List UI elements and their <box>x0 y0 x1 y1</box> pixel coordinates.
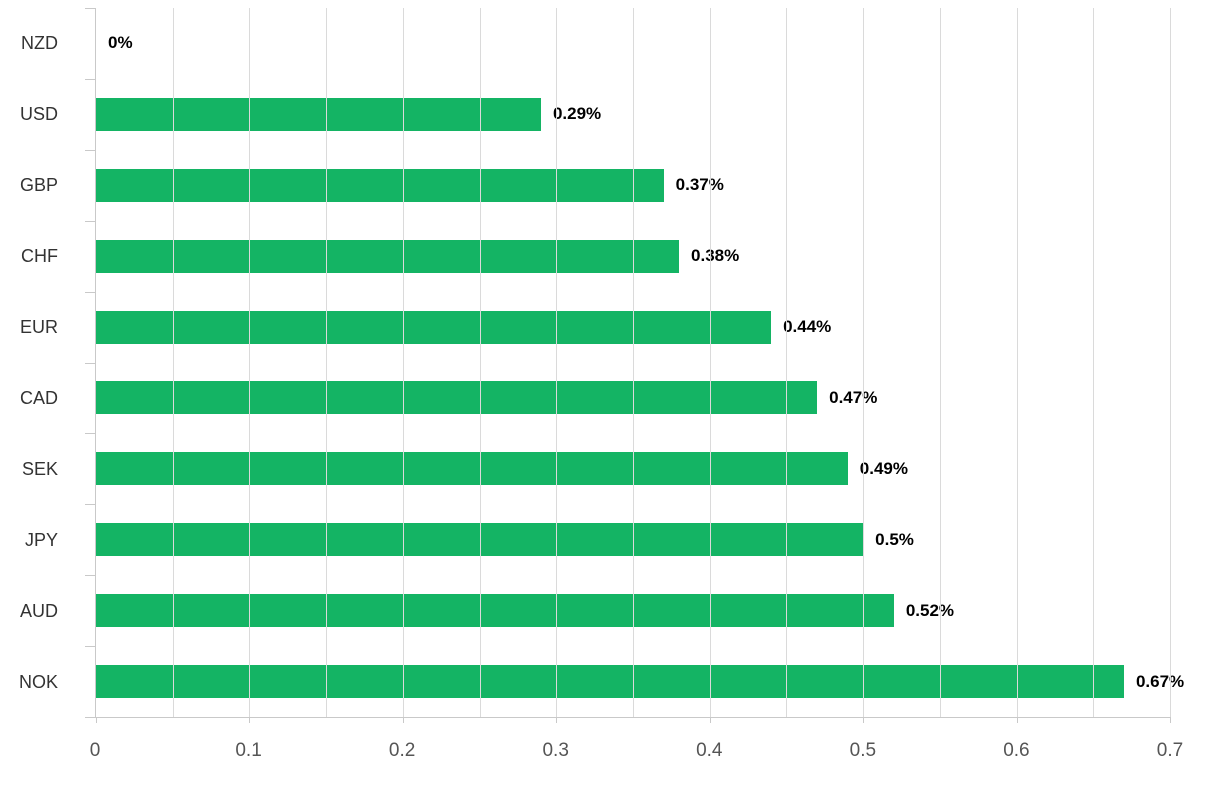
chart-row-nzd: 0% <box>96 8 1170 79</box>
x-tick-label: 0.5 <box>849 740 877 761</box>
gridline <box>402 8 404 717</box>
gridline <box>633 8 634 717</box>
gridline <box>556 8 558 717</box>
x-tick-label: 0.3 <box>542 740 569 761</box>
category-label: AUD <box>19 601 58 621</box>
value-label: 0% <box>108 33 133 53</box>
bar-usd <box>96 97 541 131</box>
x-tick-mark <box>709 717 711 723</box>
value-label: 0.5% <box>875 529 914 549</box>
value-label: 0.47% <box>829 387 878 407</box>
value-label: 0.52% <box>905 600 955 620</box>
x-tick-mark <box>556 717 558 723</box>
x-axis: 0 0.1 0.2 0.3 0.4 0.5 0.6 0.7 <box>90 740 1184 766</box>
y-tick-mark <box>85 291 96 293</box>
value-label: 0.49% <box>859 458 908 478</box>
y-tick-mark <box>85 717 96 718</box>
category-label: GBP <box>19 175 58 195</box>
gridline <box>172 8 174 717</box>
bar-aud <box>96 594 894 628</box>
value-label: 0.29% <box>552 104 602 124</box>
y-axis-labels: NZD USD GBP CHF EUR CAD SEK JPY AUD NOK <box>0 8 95 718</box>
x-tick-label: 0.1 <box>235 740 262 761</box>
y-tick-mark <box>85 433 96 435</box>
gridline <box>786 8 788 717</box>
gridline <box>249 8 251 717</box>
value-label: 0.37% <box>675 175 724 195</box>
value-label: 0.67% <box>1135 671 1185 691</box>
gridline <box>1170 8 1171 717</box>
chart-row-eur: 0.44% <box>96 292 1170 363</box>
y-tick-mark <box>85 149 96 151</box>
y-tick-mark <box>85 504 96 506</box>
bar-sek <box>96 452 848 486</box>
category-label: EUR <box>19 317 58 337</box>
category-label: USD <box>19 104 58 124</box>
y-tick-mark <box>85 78 96 80</box>
category-label: CHF <box>21 246 58 266</box>
chart-row-aud: 0.52% <box>96 575 1170 646</box>
bar-eur <box>96 310 772 344</box>
y-tick-mark <box>85 646 96 648</box>
bar-nok <box>96 665 1124 699</box>
x-tick-label: 0.2 <box>388 740 416 761</box>
x-tick-label: 0 <box>89 740 101 761</box>
category-label: SEK <box>21 459 58 479</box>
y-tick-mark <box>85 575 96 577</box>
y-tick-mark <box>85 8 96 9</box>
x-tick-label: 0.6 <box>1003 740 1030 761</box>
chart-row-cad: 0.47% <box>96 363 1170 434</box>
y-tick-mark <box>85 220 96 222</box>
x-tick-mark <box>863 717 865 723</box>
x-tick-mark <box>402 717 404 723</box>
gridline <box>1093 8 1095 717</box>
chart-row-gbp: 0.37% <box>96 150 1170 221</box>
value-label: 0.44% <box>783 317 832 337</box>
x-tick-mark <box>249 717 251 723</box>
category-label: NOK <box>18 672 58 692</box>
chart-row-sek: 0.49% <box>96 433 1170 504</box>
chart-row-chf: 0.38% <box>96 221 1170 292</box>
x-tick-mark <box>1016 717 1018 723</box>
bar-rows: 0% 0.29% 0.37% 0.38% 0.44% 0.47% 0.49% 0.5% 0.52… <box>96 8 1184 717</box>
chart-row-usd: 0.29% <box>96 79 1170 150</box>
category-label: JPY <box>24 530 58 550</box>
value-label: 0.38% <box>691 246 740 266</box>
bar-cad <box>96 381 818 415</box>
plot-area: 0% 0.29% 0.37% 0.38% 0.44% 0.47% 0.49% 0.5% 0.52… <box>85 8 1184 723</box>
bar-chf <box>96 239 680 273</box>
x-tick-label: 0.4 <box>696 740 723 761</box>
y-tick-mark <box>85 362 96 364</box>
gridline <box>479 8 481 717</box>
gridline <box>1016 8 1018 717</box>
chart-row-nok: 0.67% <box>96 646 1184 717</box>
x-tick-mark <box>96 717 97 723</box>
x-tick-mark <box>1170 717 1171 723</box>
gridline <box>939 8 941 717</box>
gridline <box>709 8 711 717</box>
gridline <box>863 8 865 717</box>
bar-gbp <box>96 168 664 202</box>
category-label: NZD <box>21 33 58 53</box>
category-label: CAD <box>19 388 58 408</box>
x-tick-label: 0.7 <box>1156 740 1184 761</box>
gridline <box>326 8 328 717</box>
